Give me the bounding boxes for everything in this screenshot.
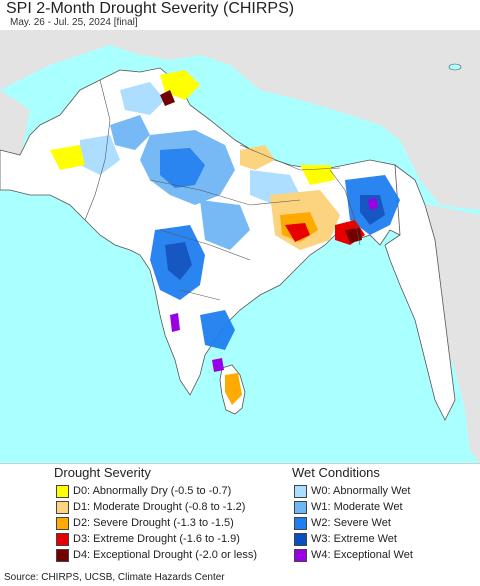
drought-map [0,30,480,464]
borders [84,79,361,301]
lake [448,63,462,71]
swatch-w4 [294,548,307,562]
legend-label-w3: W3: Extreme Wet [311,533,397,545]
legend-label-d3: D3: Extreme Drought (-1.6 to -1.9) [73,533,240,545]
legend-item-d3: D3: Extreme Drought (-1.6 to -1.9) [56,532,240,546]
source-credit: Source: CHIRPS, UCSB, Climate Hazards Ce… [4,572,225,583]
legend-label-d4: D4: Exceptional Drought (-2.0 or less) [73,549,258,561]
exceptional-wet [170,198,378,372]
legend-item-w3: W3: Extreme Wet [294,532,397,546]
swatch-d2 [56,516,69,530]
map-title: SPI 2-Month Drought Severity (CHIRPS) [6,0,295,17]
wet-legend-title: Wet Conditions [292,465,380,480]
legend-item-w2: W2: Severe Wet [294,516,391,530]
legend-separator [0,463,480,464]
swatch-w1 [294,500,307,514]
legend-item-w4: W4: Exceptional Wet [294,548,413,562]
swatch-w0 [294,484,307,498]
legend-label-w0: W0: Abnormally Wet [311,485,411,497]
outside-land-north [0,30,480,210]
swatch-d1 [56,500,69,514]
legend-item-d4: D4: Exceptional Drought (-2.0 or less) [56,548,257,562]
swatch-d0 [56,484,69,498]
swatch-w2 [294,516,307,530]
legend-label-d2: D2: Severe Drought (-1.3 to -1.5) [73,517,234,529]
swatch-d3 [56,532,69,546]
legend-item-d2: D2: Severe Drought (-1.3 to -1.5) [56,516,234,530]
east-land [384,164,456,421]
legend-label-d1: D1: Moderate Drought (-0.8 to -1.2) [73,501,246,513]
legend-item-d1: D1: Moderate Drought (-0.8 to -1.2) [56,500,245,514]
map-subtitle: May. 26 - Jul. 25, 2024 [final] [10,17,138,28]
swatch-w3 [294,532,307,546]
legend-label-w2: W2: Severe Wet [311,517,391,529]
legend-label-d0: D0: Abnormally Dry (-0.5 to -0.7) [73,485,232,497]
legend-label-w4: W4: Exceptional Wet [311,549,413,561]
drought-legend-title: Drought Severity [54,465,151,480]
drought-areas [50,70,365,405]
legend-item-d0: D0: Abnormally Dry (-0.5 to -0.7) [56,484,231,498]
swatch-d4 [56,548,69,562]
legend-item-w1: W1: Moderate Wet [294,500,403,514]
legend-item-w0: W0: Abnormally Wet [294,484,410,498]
legend-label-w1: W1: Moderate Wet [311,501,403,513]
